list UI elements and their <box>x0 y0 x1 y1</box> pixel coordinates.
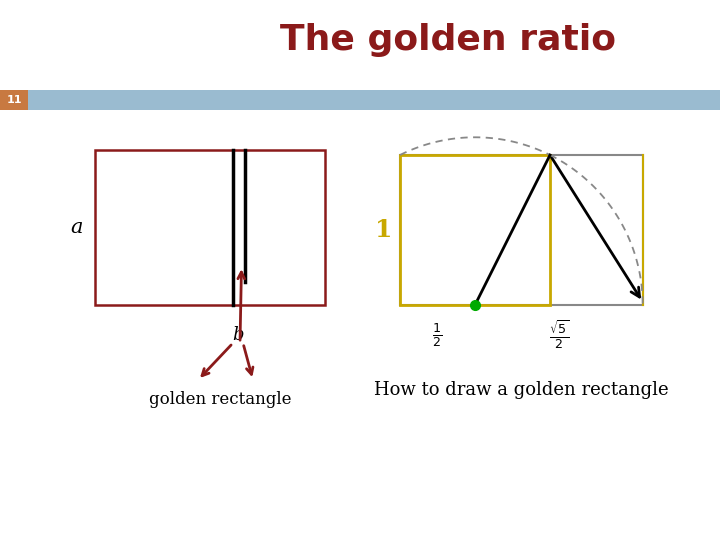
Text: 11: 11 <box>6 95 22 105</box>
Bar <box>400 155 550 305</box>
Text: b: b <box>233 326 244 344</box>
Bar <box>0 90 28 110</box>
Text: a: a <box>71 218 84 237</box>
Bar <box>95 150 325 305</box>
Text: 1: 1 <box>375 218 392 242</box>
Text: The golden ratio: The golden ratio <box>280 23 616 57</box>
Text: How to draw a golden rectangle: How to draw a golden rectangle <box>374 381 669 399</box>
Text: golden rectangle: golden rectangle <box>149 392 292 408</box>
Bar <box>0 90 720 110</box>
Text: $\frac{\sqrt{5}}{2}$: $\frac{\sqrt{5}}{2}$ <box>549 319 569 352</box>
Bar <box>400 155 643 305</box>
Text: $\frac{1}{2}$: $\frac{1}{2}$ <box>433 321 443 349</box>
